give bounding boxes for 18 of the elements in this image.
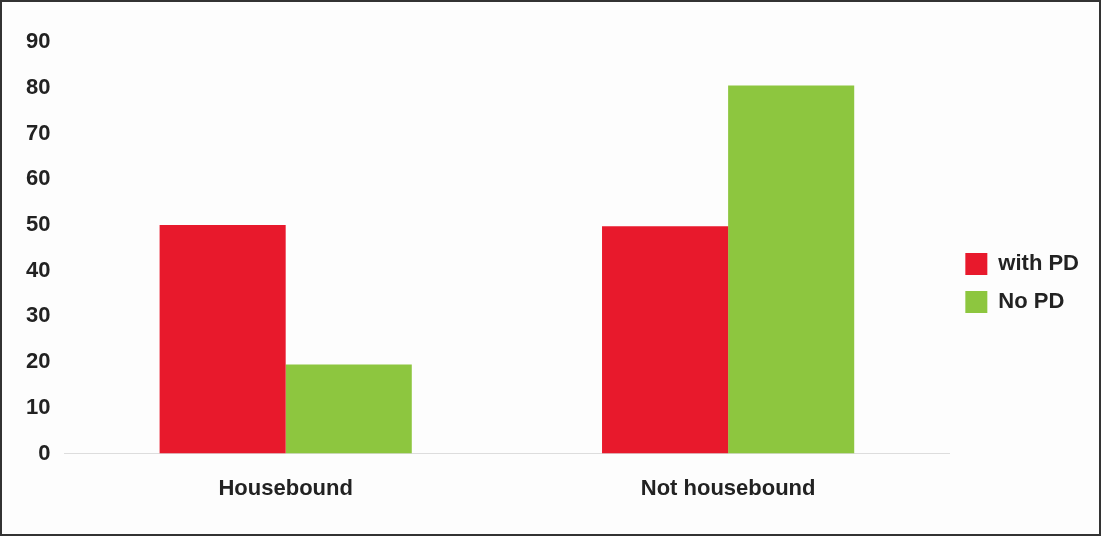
bar <box>602 226 729 454</box>
legend-label: with PD <box>997 250 1080 276</box>
y-tick-label: 60 <box>25 165 51 191</box>
y-tick-label: 0 <box>38 439 51 465</box>
x-tick-label: Not housebound <box>640 474 816 500</box>
y-tick-label: 40 <box>25 256 51 282</box>
y-tick-label: 50 <box>25 211 51 236</box>
legend-label: No PD <box>998 288 1065 314</box>
x-tick-label: Housebound <box>218 474 353 500</box>
bar <box>159 224 286 454</box>
bar <box>285 364 412 454</box>
y-tick-label: 10 <box>25 393 51 419</box>
y-tick-label: 30 <box>25 302 51 328</box>
y-tick-label: 20 <box>25 348 51 374</box>
y-tick-label: 80 <box>25 73 51 99</box>
y-tick-label: 90 <box>25 28 51 54</box>
bar <box>728 85 855 454</box>
y-tick-label: 70 <box>25 119 51 145</box>
